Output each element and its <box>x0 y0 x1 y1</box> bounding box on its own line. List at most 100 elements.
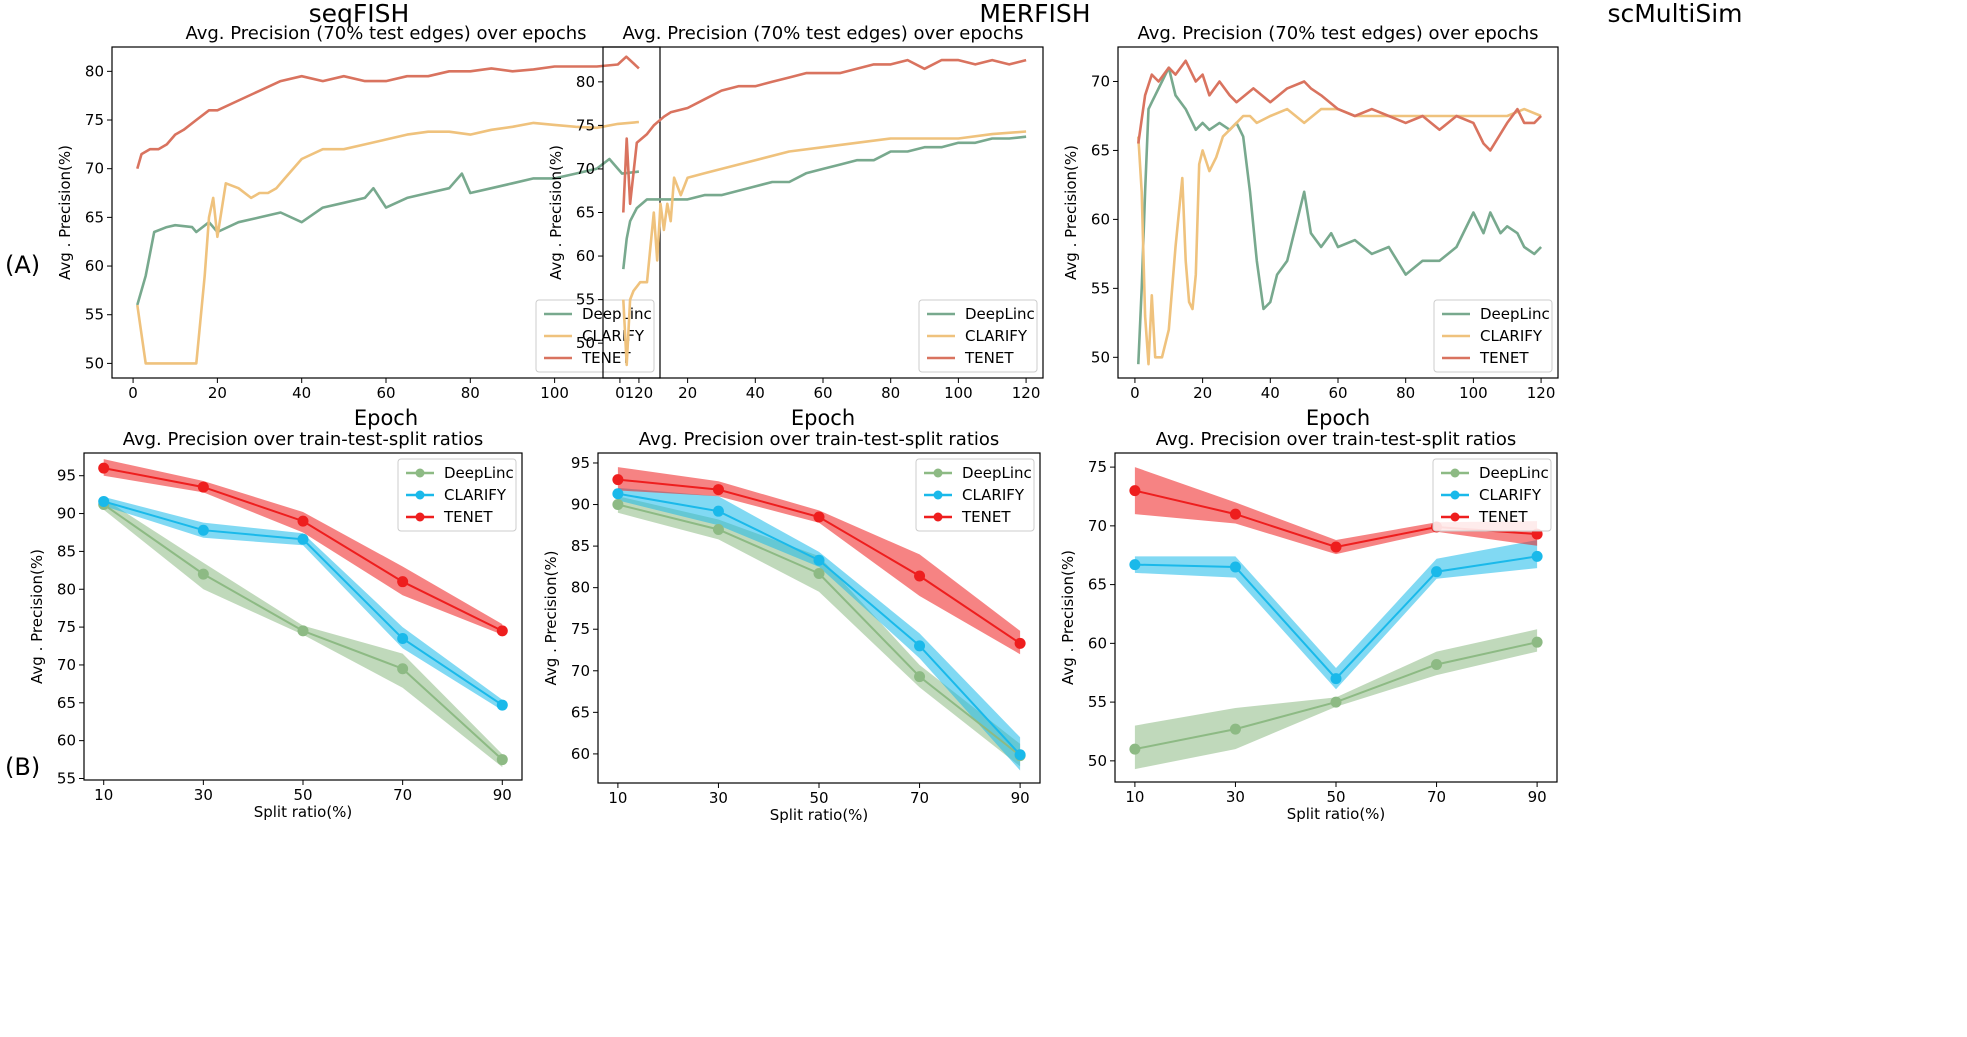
data-point-deeplinc <box>297 625 309 637</box>
x-tick-label: 90 <box>1011 789 1030 807</box>
data-point-clarify <box>712 505 724 517</box>
confidence-band-tenet <box>103 459 503 635</box>
y-axis-label: Avg . Precision(%) <box>1059 550 1077 685</box>
data-point-clarify <box>1330 673 1342 685</box>
y-tick-label: 55 <box>85 306 104 324</box>
x-axis-label: Epoch <box>791 406 855 430</box>
axes-title: Avg. Precision over train-test-split rat… <box>639 429 1000 450</box>
x-tick-label: 20 <box>208 384 227 402</box>
series-line-clarify <box>622 130 1027 367</box>
y-tick-label: 90 <box>57 505 76 523</box>
data-point-tenet <box>496 625 508 637</box>
y-tick-label: 50 <box>576 334 595 352</box>
y-tick-label: 95 <box>571 454 590 472</box>
x-tick-label: 0 <box>615 384 625 402</box>
x-tick-label: 50 <box>809 789 828 807</box>
legend-marker-deeplinc <box>1450 468 1460 478</box>
axes-frame <box>83 452 523 781</box>
legend-label-deeplinc: DeepLinc <box>962 464 1032 482</box>
legend-label-clarify: CLARIFY <box>444 486 507 504</box>
data-layer <box>1137 59 1543 366</box>
data-point-tenet <box>297 515 309 527</box>
panel-5: Avg. Precision over train-test-split rat… <box>1059 429 1558 823</box>
axes-frame <box>597 452 1041 784</box>
y-tick-label: 95 <box>57 467 76 485</box>
data-point-clarify <box>297 533 309 545</box>
y-tick-label: 80 <box>576 73 595 91</box>
dataset-title-scmultisim: scMultiSim <box>1607 0 1742 28</box>
dataset-title-seqfish: seqFISH <box>309 0 410 28</box>
dataset-title-merfish: MERFISH <box>979 0 1090 28</box>
series-line-clarify <box>136 120 640 365</box>
y-tick-label: 65 <box>57 694 76 712</box>
legend-marker-deeplinc <box>933 468 943 478</box>
y-tick-label: 75 <box>57 618 76 636</box>
legend-marker-tenet <box>415 512 425 522</box>
x-tick-label: 100 <box>540 384 569 402</box>
y-tick-label: 60 <box>1088 634 1107 652</box>
series-line-tenet <box>1137 59 1543 152</box>
data-point-deeplinc <box>1330 696 1342 708</box>
panels: Avg. Precision (70% test edges) over epo… <box>28 23 1559 824</box>
data-point-clarify <box>397 632 409 644</box>
data-point-tenet <box>98 462 110 474</box>
x-tick-label: 10 <box>608 789 627 807</box>
y-tick-label: 50 <box>1091 348 1110 366</box>
y-tick-label: 55 <box>57 769 76 787</box>
data-point-deeplinc <box>197 568 209 580</box>
legend-label-deeplinc: DeepLinc <box>965 305 1035 323</box>
x-tick-label: 70 <box>393 786 412 804</box>
x-tick-label: 100 <box>1459 384 1488 402</box>
series-line-deeplinc <box>136 157 640 306</box>
y-tick-label: 50 <box>1088 752 1107 770</box>
data-point-deeplinc <box>1431 659 1443 670</box>
confidence-band-tenet <box>617 467 1021 655</box>
y-tick-label: 50 <box>85 354 104 372</box>
data-point-tenet <box>813 511 825 523</box>
legend-marker-clarify <box>1450 490 1460 500</box>
legend-box <box>1432 458 1552 532</box>
y-axis-label: Avg . Precision(%) <box>547 145 565 280</box>
y-tick-label: 80 <box>571 579 590 597</box>
data-point-tenet <box>1330 541 1342 553</box>
data-point-clarify <box>1014 749 1026 761</box>
y-tick-label: 75 <box>1088 458 1107 476</box>
data-layer <box>98 459 508 768</box>
x-tick-label: 50 <box>1326 788 1345 806</box>
x-axis-label: Split ratio(%) <box>254 803 353 821</box>
y-tick-label: 60 <box>576 247 595 265</box>
x-tick-label: 90 <box>493 786 512 804</box>
panel-0: Avg. Precision (70% test edges) over epo… <box>56 23 661 430</box>
y-tick-label: 70 <box>1088 517 1107 535</box>
y-tick-label: 75 <box>571 620 590 638</box>
y-tick-label: 70 <box>576 160 595 178</box>
legend-label-tenet: TENET <box>1478 508 1528 526</box>
y-axis-label: Avg . Precision(%) <box>28 549 46 684</box>
y-tick-label: 85 <box>57 542 76 560</box>
y-tick-label: 60 <box>1091 210 1110 228</box>
row-label-a: (A) <box>5 251 40 279</box>
y-tick-label: 75 <box>85 111 104 129</box>
panel-4: Avg. Precision over train-test-split rat… <box>542 429 1041 824</box>
axes-title: Avg. Precision (70% test edges) over epo… <box>622 23 1023 44</box>
legend-label-clarify: CLARIFY <box>962 486 1025 504</box>
data-point-clarify <box>1431 566 1443 578</box>
series-line-tenet <box>136 55 640 170</box>
data-point-tenet <box>1229 508 1241 520</box>
data-point-deeplinc <box>914 671 926 683</box>
y-tick-label: 80 <box>57 580 76 598</box>
x-tick-label: 80 <box>1396 384 1415 402</box>
y-tick-label: 70 <box>57 656 76 674</box>
legend-marker-deeplinc <box>415 468 425 478</box>
axes-title: Avg. Precision (70% test edges) over epo… <box>1137 23 1538 44</box>
data-point-clarify <box>197 524 209 536</box>
panel-1: Avg. Precision (70% test edges) over epo… <box>547 23 1044 430</box>
data-point-clarify <box>914 640 926 652</box>
data-point-deeplinc <box>813 568 825 580</box>
